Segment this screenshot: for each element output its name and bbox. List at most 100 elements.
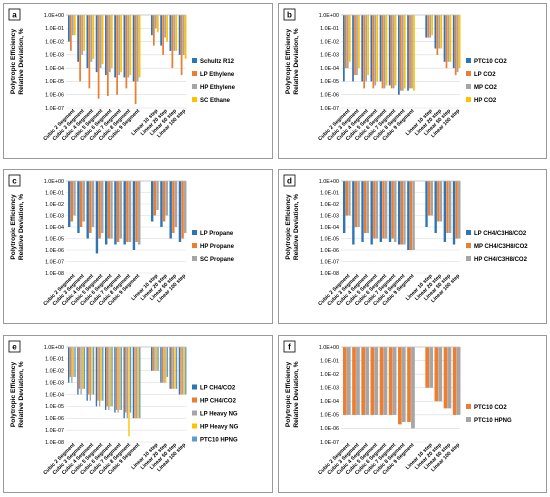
legend-label: LP CO2	[474, 72, 496, 78]
bar	[73, 181, 76, 216]
bar	[403, 15, 406, 89]
bar	[388, 181, 392, 242]
y-tick-label: 1.0E-06	[320, 93, 339, 99]
bar	[71, 347, 73, 383]
bar	[345, 181, 349, 216]
bar	[381, 15, 384, 89]
bar	[73, 15, 76, 36]
legend-label: MP CH4/C3H8/CO2	[474, 244, 528, 250]
bar	[182, 15, 185, 55]
chart-a-svg: a Polytropic Efficiency Relative Deviation…	[8, 8, 236, 142]
bar	[120, 15, 122, 73]
bar	[171, 347, 173, 389]
y-tick-label: 1.0E-02	[320, 202, 339, 208]
y-tick-label: 1.0E-05	[45, 404, 64, 410]
bar	[434, 347, 439, 402]
bar	[356, 347, 360, 415]
bar	[95, 15, 98, 73]
bar	[72, 347, 75, 377]
legend-swatch	[466, 58, 471, 63]
bar	[129, 15, 132, 76]
bar	[86, 15, 89, 69]
y-tick-label: 1.0E-07	[45, 428, 64, 434]
bar	[185, 347, 187, 395]
legend-label: LP Heavy NG	[200, 412, 238, 418]
legend-label: Schultz R12	[200, 59, 235, 65]
legend-swatch	[466, 243, 471, 248]
bar	[117, 347, 119, 413]
bar	[447, 347, 452, 409]
bar	[160, 15, 162, 46]
legend: LP Propane HP Propane SC Propane	[192, 230, 235, 263]
y-tick-label: 1.0E-04	[45, 392, 64, 398]
legend: LP CH4/CO2 HP CH4/CO2 LP Heavy NG HP Heavy …	[192, 384, 239, 444]
bar	[434, 15, 437, 49]
bar	[354, 181, 358, 227]
bar	[184, 15, 187, 59]
legend-label: HP Heavy NG	[200, 425, 239, 431]
bar	[452, 181, 456, 245]
bar	[161, 347, 164, 383]
bar	[88, 15, 91, 89]
bar	[108, 347, 110, 410]
bar	[108, 15, 111, 73]
panel-label: a	[12, 11, 17, 20]
bar	[411, 347, 415, 429]
bar	[443, 15, 446, 62]
bar	[78, 347, 81, 389]
bar	[376, 15, 379, 82]
bar	[174, 181, 178, 227]
y-tick-label: 1.0E-04	[45, 225, 64, 231]
bar	[136, 15, 139, 82]
bar	[436, 15, 439, 55]
y-tick-label: 1.0E+00	[319, 345, 339, 351]
y-tick-label: 1.0E-01	[320, 358, 339, 364]
bar	[343, 181, 346, 234]
legend-label: PTC10 CO2	[474, 405, 507, 411]
bar	[363, 181, 367, 234]
bar	[352, 347, 356, 415]
bar	[97, 347, 99, 401]
chart-c-svg: c Polytropic Efficiency Relative Deviation…	[8, 174, 235, 307]
y-axis-title: Relative Deviation, %	[18, 194, 25, 260]
legend-swatch	[192, 256, 197, 261]
y-tick-label: 1.0E-04	[320, 399, 339, 405]
y-tick-label: 1.0E-01	[320, 190, 339, 196]
bar	[390, 15, 393, 89]
bar	[458, 181, 461, 239]
y-tick-label: 1.0E-05	[45, 79, 64, 85]
legend-swatch	[192, 97, 197, 102]
y-tick-label: 1.0E-08	[45, 440, 64, 446]
y-tick-label: 1.0E-03	[45, 53, 64, 59]
chart-panel-a: a Polytropic Efficiency Relative Deviation…	[3, 3, 273, 159]
panel-label-box: f	[283, 340, 296, 353]
bar	[92, 15, 95, 59]
bar	[409, 15, 411, 89]
bar	[394, 181, 397, 242]
legend-swatch	[466, 404, 471, 409]
bar	[439, 181, 443, 222]
bar	[83, 15, 85, 51]
bar	[138, 15, 141, 78]
y-tick-label: 1.0E+00	[319, 179, 339, 185]
bar	[452, 347, 457, 415]
y-tick-label: 1.0E-06	[320, 248, 339, 254]
legend-swatch	[192, 84, 197, 89]
bar	[447, 15, 450, 62]
bar	[445, 15, 448, 69]
bar	[171, 15, 174, 69]
bar	[165, 181, 168, 216]
legend-swatch	[466, 256, 471, 261]
bar	[77, 347, 79, 395]
bar	[86, 181, 89, 239]
bar	[401, 347, 406, 422]
bar	[388, 347, 393, 415]
legend: PTC10 CO2 PTC10 HPNG	[466, 404, 512, 424]
bar	[152, 15, 155, 46]
bar	[391, 181, 394, 239]
bar	[105, 181, 108, 245]
bar	[154, 15, 157, 29]
bar	[157, 347, 159, 371]
bar	[383, 15, 386, 89]
bar	[82, 181, 85, 222]
